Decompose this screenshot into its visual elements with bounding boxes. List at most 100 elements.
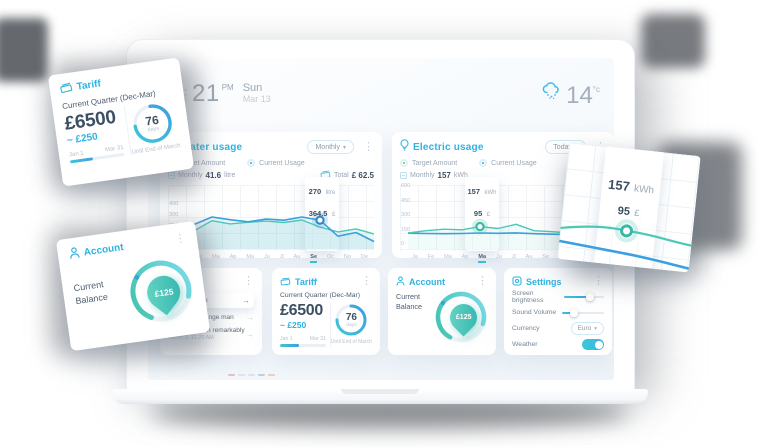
tariff-kebab-menu-icon[interactable]: ⋮ — [361, 275, 372, 287]
quarter-progress-bar — [280, 344, 326, 347]
card-title: Account — [83, 241, 125, 259]
temperature-value: 14 — [566, 82, 593, 109]
laptop-base-notch — [341, 389, 419, 394]
snow-cloud-icon — [542, 82, 561, 104]
y-axis-ticks: 600 450 300 150 0 — [401, 183, 411, 247]
days-remaining-donut: 76 days — [334, 303, 368, 337]
chart-tooltip: 157 kWh 95 £ — [467, 187, 497, 218]
arrow-icon[interactable]: → — [246, 313, 254, 322]
marker-ring — [475, 221, 485, 232]
until-label: Until End of March — [330, 339, 372, 345]
time-meridiem: PM — [221, 83, 234, 92]
card-title: Tariff — [295, 276, 317, 287]
highlight-band — [465, 177, 499, 251]
weather-toggle[interactable] — [582, 339, 604, 350]
weather-widget: 14 °c — [542, 82, 600, 110]
footer-marks — [228, 374, 275, 376]
account-kebab-menu-icon[interactable]: ⋮ — [477, 275, 488, 287]
settings-card: Settings ⋮ Screen brightness Sound Volum… — [504, 268, 612, 355]
day-label: Sun — [242, 82, 263, 94]
chevron-down-icon: ▾ — [342, 144, 346, 151]
arrow-icon[interactable]: → — [242, 296, 250, 305]
current-usage-radio[interactable] — [247, 159, 256, 167]
weather-label: Weather — [512, 341, 538, 348]
marker-halo — [312, 212, 328, 229]
area-target-amount — [176, 220, 374, 249]
balance-ring: £125 — [121, 252, 200, 331]
line-current-usage — [175, 216, 375, 243]
tariff-amount: £6500 — [280, 302, 323, 319]
card-title: Account — [409, 276, 445, 287]
person-icon — [396, 273, 405, 291]
target-amount-radio[interactable] — [400, 159, 408, 167]
account-kebab-menu-icon[interactable]: ⋮ — [174, 232, 187, 246]
currency-dropdown[interactable]: Euro ▾ — [570, 322, 604, 335]
water-kebab-menu-icon[interactable]: ⋮ — [363, 140, 374, 153]
monthly-unit: litre — [224, 172, 236, 179]
volume-slider[interactable] — [562, 309, 604, 317]
target-amount-label: Target Amount — [180, 159, 226, 167]
highlight-band — [305, 177, 339, 251]
balance-label: Current Balance — [73, 279, 109, 306]
monthly-unit: kWh — [453, 172, 468, 179]
monthly-value: 41.6 — [205, 171, 222, 180]
panel-title: Water usage — [181, 141, 243, 153]
current-usage-radio[interactable] — [479, 159, 488, 167]
brightness-slider[interactable] — [564, 293, 604, 301]
card-title: Tariff — [75, 78, 102, 93]
total-label: Total — [333, 172, 349, 179]
water-period-dropdown[interactable]: Monthly ▾ — [307, 140, 354, 154]
zoom-green-line — [560, 225, 692, 247]
tariff-cash-icon — [59, 79, 74, 99]
days-remaining-donut: 76 days — [129, 100, 176, 147]
period-end: Mar 31 — [309, 336, 326, 342]
temperature-unit: °c — [592, 85, 600, 94]
floating-account-card: Account ⋮ Current Balance £125 — [55, 220, 211, 352]
brightness-label: Screen brightness — [512, 289, 544, 304]
marker-halo — [472, 218, 488, 235]
floating-chart-zoom-card: 157 kWh 95 £ — [557, 142, 701, 273]
tariff-saving: ~ £250 — [280, 320, 307, 330]
quarter-label: Current Quarter (Dec-Mar) — [280, 292, 361, 299]
gear-icon — [512, 273, 522, 291]
water-usage-chart: 400300200 270 litre 364.5 £ — [168, 177, 375, 251]
chart-tooltip: 270 litre 364.5 £ — [308, 187, 336, 218]
balance-ring: £125 — [432, 288, 490, 346]
settings-kebab-menu-icon[interactable]: ⋮ — [593, 275, 604, 287]
notification-item[interactable]: change man → — [198, 313, 254, 322]
floating-tariff-card: Tariff Current Quarter (Dec-Mar) £6500 ~… — [47, 57, 195, 187]
zoom-blue-line — [558, 239, 690, 270]
calendar-icon — [400, 172, 407, 179]
arrow-icon[interactable]: → — [246, 329, 254, 339]
person-icon — [68, 245, 81, 264]
clock: 21 PM Sun Mar 13 — [192, 80, 271, 108]
current-usage-label: Current Usage — [491, 159, 537, 167]
volume-label: Sound Volume — [512, 309, 557, 316]
current-usage-label: Current Usage — [259, 159, 305, 167]
decor-blob-top-left — [0, 18, 48, 82]
panel-title: Electric usage — [413, 141, 484, 153]
monthly-label: Monthly — [410, 172, 435, 179]
tariff-cash-icon — [280, 273, 291, 291]
line-target-amount — [175, 219, 375, 235]
period-start: Jan 1 — [280, 336, 293, 342]
balance-label: Current Balance — [396, 292, 422, 312]
date-label: Mar 13 — [242, 94, 271, 104]
period-start: Jan 1 — [68, 150, 85, 159]
decor-blob-top-right — [641, 14, 705, 68]
marker-ring — [620, 224, 634, 238]
currency-label: Currency — [512, 325, 540, 332]
dashboard-screen: ⋮ 21 PM Sun Mar 13 14 °c Water usage Mon… — [148, 58, 614, 380]
marker-halo — [615, 219, 639, 243]
card-title: Settings — [526, 276, 562, 287]
area-current-usage — [408, 224, 606, 249]
chevron-down-icon: ▾ — [594, 325, 597, 332]
laptop-base — [112, 389, 648, 404]
lightbulb-icon — [400, 138, 409, 156]
account-card: Account ⋮ Current Balance £125 — [388, 268, 496, 355]
tariff-card: Tariff ⋮ Current Quarter (Dec-Mar) £6500… — [272, 268, 380, 355]
total-value: £ 62.5 — [351, 171, 374, 180]
notifications-kebab-menu-icon[interactable]: ⋮ — [243, 275, 254, 287]
target-amount-label: Target Amount — [412, 159, 458, 167]
marker-ring — [315, 215, 325, 225]
